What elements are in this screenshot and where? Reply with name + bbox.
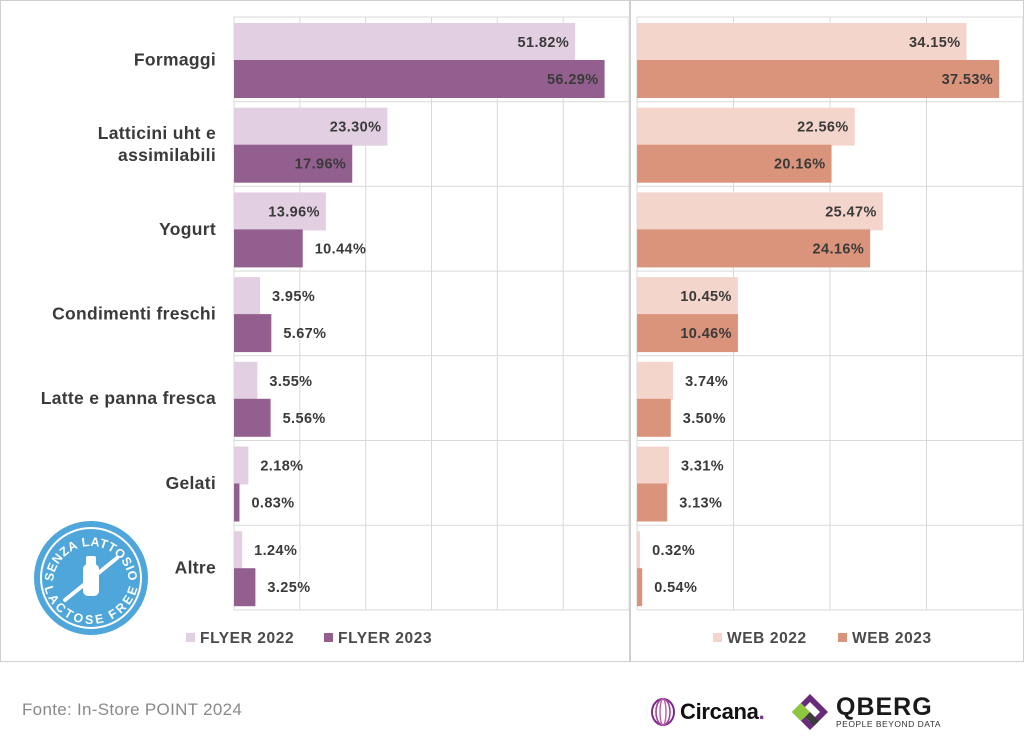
left-bar-flyer-2023-2 (234, 229, 303, 268)
left-value-label-flyer-2022-6: 1.24% (254, 543, 297, 559)
left-bar-flyer-2023-3 (234, 314, 272, 353)
left-bar-flyer-2022-4 (234, 361, 258, 400)
right-bar-web-2023-6 (637, 568, 643, 607)
right-value-label-web-2022-1: 22.56% (797, 120, 849, 136)
right-value-label-web-2023-5: 3.13% (679, 496, 722, 512)
right-bar-web-2023-1 (637, 144, 832, 183)
milk-bottle-icon (63, 556, 119, 602)
legend-swatch-web-2023 (838, 633, 847, 642)
right-bar-web-2022-5 (637, 446, 669, 485)
left-bar-flyer-2023-0 (234, 60, 605, 98)
legend-label-web-2023: WEB 2023 (852, 630, 932, 647)
category-label-4: Latte e panna fresca (41, 388, 216, 408)
value-labels-left: 51.82% 23.30% 13.96% 3.95% 3.55% 2.18% 1.24% 56… (251, 35, 598, 596)
left-value-label-flyer-2022-1: 23.30% (330, 120, 382, 136)
left-value-label-flyer-2022-3: 3.95% (272, 289, 315, 305)
left-value-label-flyer-2023-2: 10.44% (315, 241, 367, 257)
right-value-label-web-2022-0: 34.15% (909, 35, 961, 51)
right-bar-web-2022-2 (637, 192, 883, 231)
left-bar-flyer-2022-6 (234, 531, 243, 570)
left-bar-flyer-2023-5 (234, 483, 240, 522)
left-bar-flyer-2022-2 (234, 192, 326, 231)
right-bar-web-2023-5 (637, 483, 668, 522)
legend-label-web-2022: WEB 2022 (727, 630, 807, 647)
right-value-label-web-2023-4: 3.50% (683, 411, 726, 427)
legend-label-flyer-2022: FLYER 2022 (200, 630, 294, 647)
left-value-label-flyer-2023-3: 5.67% (283, 326, 326, 342)
right-value-label-web-2022-2: 25.47% (825, 204, 877, 220)
right-value-label-web-2023-6: 0.54% (654, 580, 697, 596)
right-value-label-web-2022-6: 0.32% (652, 543, 695, 559)
left-value-label-flyer-2022-0: 51.82% (518, 35, 570, 51)
left-value-label-flyer-2023-6: 3.25% (267, 580, 310, 596)
left-bar-flyer-2022-5 (234, 446, 249, 485)
right-bar-web-2023-3 (637, 314, 738, 353)
category-label-1-line-1: assimilabili (118, 145, 216, 165)
left-bar-flyer-2023-4 (234, 398, 271, 437)
qberg-wordmark: QBERG (836, 693, 933, 721)
left-bar-flyer-2022-0 (234, 23, 576, 61)
category-label-0: Formaggi (134, 49, 216, 69)
source-note: Fonte: In-Store POINT 2024 (22, 700, 243, 719)
right-value-label-web-2022-5: 3.31% (681, 459, 724, 475)
left-value-label-flyer-2023-5: 0.83% (251, 496, 294, 512)
left-bar-flyer-2022-3 (234, 277, 261, 316)
left-value-label-flyer-2023-1: 17.96% (295, 157, 347, 173)
category-label-6: Altre (175, 558, 216, 578)
legend-swatch-flyer-2022 (186, 633, 195, 642)
grid-left (233, 16, 630, 611)
legend: FLYER 2022 FLYER 2023 WEB 2022 WEB 2023 (186, 630, 932, 647)
left-bar-flyer-2022-1 (234, 107, 388, 146)
qberg-logo: QBERG PEOPLE BEYOND DATA (790, 690, 941, 734)
right-bar-web-2022-3 (637, 277, 738, 316)
category-label-1-line-0: Latticini uht e (98, 123, 216, 143)
right-bar-web-2022-1 (637, 107, 855, 146)
qberg-tagline: PEOPLE BEYOND DATA (836, 719, 942, 729)
right-bar-web-2023-2 (637, 229, 871, 268)
right-bar-web-2023-0 (637, 60, 1000, 98)
left-value-label-flyer-2022-4: 3.55% (269, 374, 312, 390)
right-value-label-web-2023-3: 10.46% (680, 326, 732, 342)
right-value-label-web-2023-1: 20.16% (774, 157, 826, 173)
badge-inner-ring (40, 527, 142, 629)
right-bar-web-2023-4 (637, 398, 671, 437)
left-bar-flyer-2023-1 (234, 144, 353, 183)
left-value-label-flyer-2023-0: 56.29% (547, 72, 599, 88)
right-value-label-web-2022-3: 10.45% (680, 289, 732, 305)
bars-right (637, 23, 1000, 607)
legend-swatch-flyer-2023 (324, 633, 333, 642)
left-bar-flyer-2023-6 (234, 568, 256, 607)
circana-logo: Circana. (650, 692, 765, 732)
category-label-3: Condimenti freschi (52, 303, 216, 323)
right-bar-web-2022-0 (637, 23, 967, 61)
left-value-label-flyer-2022-2: 13.96% (268, 204, 320, 220)
legend-label-flyer-2023: FLYER 2023 (338, 630, 432, 647)
right-value-label-web-2023-2: 24.16% (813, 241, 865, 257)
category-label-5: Gelati (166, 473, 216, 493)
right-value-label-web-2022-4: 3.74% (685, 374, 728, 390)
right-bar-web-2022-4 (637, 361, 674, 400)
bars-left (234, 23, 605, 607)
right-value-label-web-2023-0: 37.53% (942, 72, 994, 88)
left-value-label-flyer-2023-4: 5.56% (283, 411, 326, 427)
circana-wordmark: Circana (680, 699, 759, 724)
circana-dot: . (758, 699, 765, 724)
lactose-free-badge: SENZA LATTOSIO LACTOSE FREE (34, 521, 148, 635)
left-value-label-flyer-2022-5: 2.18% (260, 459, 303, 475)
circana-mark-icon (651, 698, 675, 726)
legend-swatch-web-2022 (713, 633, 722, 642)
qberg-mark-icon (792, 694, 828, 730)
value-labels-right: 34.15% 22.56% 25.47% 10.45% 3.74% 3.31% 0.32% 3… (652, 35, 993, 596)
right-bar-web-2022-6 (637, 531, 641, 570)
category-label-2: Yogurt (159, 219, 216, 239)
